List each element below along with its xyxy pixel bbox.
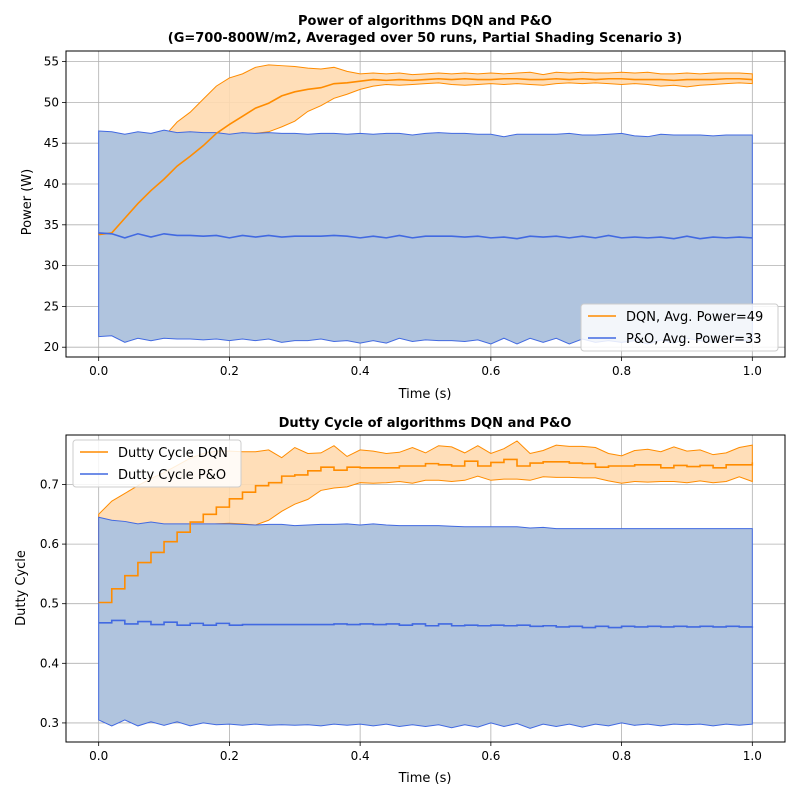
duty-x-tick-label-2: 0.4: [351, 749, 370, 763]
power-x-ticks: 0.0 0.2 0.4 0.6 0.8 1.0: [89, 357, 762, 378]
power-y-tick-label-5: 45: [44, 136, 59, 150]
duty-legend-label-dqn: Dutty Cycle DQN: [118, 446, 228, 461]
duty-legend-label-po: Dutty Cycle P&O: [118, 468, 226, 483]
power-chart-subtitle: (G=700-800W/m2, Averaged over 50 runs, P…: [168, 31, 683, 46]
duty-y-axis-label: Dutty Cycle: [14, 550, 29, 626]
duty-y-tick-label-2: 0.5: [40, 597, 59, 611]
duty-x-tick-label-5: 1.0: [743, 749, 762, 763]
power-x-tick-label-1: 0.2: [220, 364, 239, 378]
duty-line-po: [98, 619, 754, 629]
duty-band-po: [98, 516, 753, 729]
power-y-ticks: 20 25 30 35 40 45 50 55: [44, 55, 66, 354]
duty-bands: [98, 440, 753, 729]
duty-x-tick-label-0: 0.0: [89, 749, 108, 763]
power-x-tick-label-5: 1.0: [743, 364, 762, 378]
power-x-tick-label-0: 0.0: [89, 364, 108, 378]
power-chart-title: Power of algorithms DQN and P&O: [298, 14, 552, 29]
duty-cycle-chart: Dutty Cycle of algorithms DQN and P&O 0.…: [14, 416, 786, 786]
power-x-tick-label-2: 0.4: [351, 364, 370, 378]
power-x-tick-label-4: 0.8: [612, 364, 631, 378]
power-chart: Power of algorithms DQN and P&O (G=700-8…: [20, 14, 786, 402]
power-axes-frame: [65, 50, 786, 358]
power-line-dqn: [98, 77, 753, 236]
power-bands: [98, 64, 753, 345]
power-lines: [98, 77, 753, 240]
power-legend: DQN, Avg. Power=49 P&O, Avg. Power=33: [580, 303, 779, 352]
power-legend-label-dqn: DQN, Avg. Power=49: [626, 310, 763, 325]
power-x-tick-label-3: 0.6: [481, 364, 500, 378]
duty-x-tick-label-3: 0.6: [481, 749, 500, 763]
power-y-tick-label-3: 35: [44, 218, 59, 232]
duty-y-tick-label-4: 0.7: [40, 477, 59, 491]
duty-y-tick-label-1: 0.4: [40, 656, 59, 670]
power-legend-label-po: P&O, Avg. Power=33: [626, 332, 762, 347]
duty-x-axis-label: Time (s): [398, 771, 452, 786]
duty-lines: [98, 458, 754, 629]
duty-band-dqn: [98, 440, 753, 604]
power-y-tick-label-0: 20: [44, 340, 59, 354]
duty-y-tick-label-0: 0.3: [40, 716, 59, 730]
duty-axes-frame: [65, 434, 786, 743]
power-y-tick-label-1: 25: [44, 299, 59, 313]
power-y-tick-label-6: 50: [44, 95, 59, 109]
duty-y-tick-label-3: 0.6: [40, 537, 59, 551]
power-y-tick-label-4: 40: [44, 177, 59, 191]
duty-line-dqn: [98, 458, 754, 604]
duty-y-ticks: 0.3 0.4 0.5 0.6 0.7: [40, 477, 66, 730]
power-line-po: [98, 232, 753, 240]
power-x-axis-label: Time (s): [398, 387, 452, 402]
power-band-dqn: [98, 64, 753, 236]
duty-x-tick-label-1: 0.2: [220, 749, 239, 763]
power-legend-box: [580, 303, 779, 352]
duty-x-tick-label-4: 0.8: [612, 749, 631, 763]
power-y-tick-label-2: 30: [44, 259, 59, 273]
power-y-tick-label-7: 55: [44, 55, 59, 69]
duty-x-ticks: 0.0 0.2 0.4 0.6 0.8 1.0: [89, 742, 762, 763]
duty-chart-title: Dutty Cycle of algorithms DQN and P&O: [279, 416, 572, 431]
duty-legend: Dutty Cycle DQN Dutty Cycle P&O: [72, 439, 242, 488]
duty-legend-box: [72, 439, 242, 488]
power-y-axis-label: Power (W): [20, 169, 35, 235]
